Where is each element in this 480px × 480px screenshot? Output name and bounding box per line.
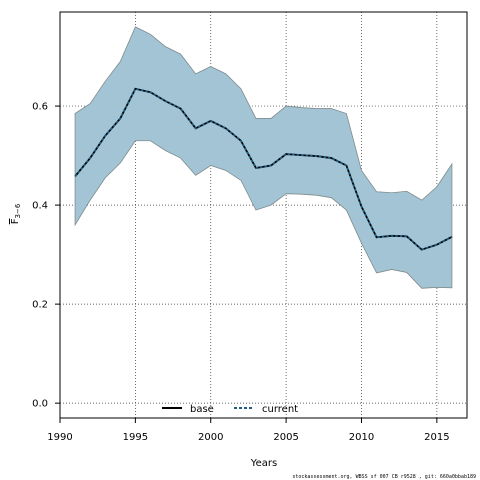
confidence-band	[74, 26, 453, 289]
plot-frame	[59, 11, 468, 419]
y-axis-title-sub: 3−6	[14, 203, 22, 218]
series-lines	[74, 87, 453, 251]
x-axis: 1990 1995 2000 2005 2010 2015	[47, 418, 450, 443]
legend: base current	[162, 404, 298, 415]
y-tick-label: 0.2	[32, 300, 48, 311]
svg-text:F3−6: F3−6	[10, 203, 22, 224]
series-line-current	[74, 87, 453, 251]
x-tick-label: 2015	[424, 432, 449, 443]
legend-label-base: base	[190, 404, 214, 415]
y-axis: 0.0 0.2 0.4 0.6	[32, 102, 60, 410]
x-tick-label: 2005	[273, 432, 298, 443]
x-tick-label: 2000	[198, 432, 223, 443]
x-axis-title: Years	[250, 458, 277, 469]
x-tick-label: 2010	[349, 432, 374, 443]
footer-credit: stockassessment.org, WBSS sf 007 CB r952…	[292, 474, 476, 480]
y-tick-label: 0.6	[32, 102, 48, 113]
legend-label-current: current	[262, 404, 298, 415]
x-tick-label: 1990	[47, 432, 72, 443]
y-tick-label: 0.0	[32, 399, 48, 410]
x-tick-label: 1995	[123, 432, 148, 443]
y-tick-label: 0.4	[32, 201, 48, 212]
y-axis-title: F3−6	[10, 203, 22, 224]
y-axis-title-main: F	[10, 218, 21, 224]
